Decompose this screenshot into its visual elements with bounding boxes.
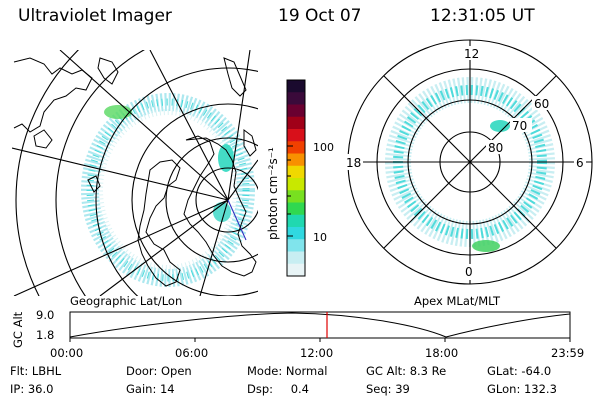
timeline-xtick-4: 23:59 [551, 346, 584, 360]
status-glon: GLon: 132.3 [487, 382, 557, 396]
status-flt: Flt: LBHL [10, 364, 62, 378]
left-panel-caption: Geographic Lat/Lon [70, 294, 183, 308]
coastlines [13, 57, 257, 287]
colorbar-swatch [287, 214, 305, 228]
latitude-circles [15, 50, 258, 296]
mlt-spokes [348, 40, 592, 284]
mlt-label-18: 18 [346, 156, 361, 170]
colorbar-swatch [287, 80, 305, 93]
magnetic-polar-plot: 12 18 6 0 60 70 80 [343, 39, 593, 285]
colorbar-swatch [287, 141, 305, 154]
colorbar-gradient [287, 80, 305, 277]
colorbar-swatch [287, 263, 305, 277]
colorbar-swatch [287, 202, 305, 216]
status-glat: GLat: -64.0 [487, 364, 552, 378]
colorbar-swatch [287, 239, 305, 252]
timeline-ytick-min: 1.8 [36, 328, 54, 342]
colorbar-swatch [287, 178, 305, 191]
observation-date: 19 Oct 07 [278, 6, 362, 26]
colorbar-swatch [287, 251, 305, 265]
status-mode: Mode: Normal [247, 364, 328, 378]
timeline-ytick-max: 9.0 [36, 308, 54, 322]
status-ip: IP: 36.0 [10, 382, 54, 396]
mlt-label-12: 12 [464, 47, 479, 61]
status-door: Door: Open [126, 364, 192, 378]
colorbar-unit-label: photon cm⁻²s⁻¹ [266, 147, 280, 240]
observation-time: 12:31:05 UT [430, 6, 535, 26]
timeline-xtick-0: 00:00 [50, 346, 83, 360]
colorbar-swatch [287, 153, 305, 167]
colorbar-swatch [287, 227, 305, 240]
colorbar: 100 10 photon cm⁻²s⁻¹ [266, 79, 334, 277]
status-seq: Seq: 39 [366, 382, 410, 396]
timeline-xtick-1: 06:00 [175, 346, 208, 360]
colorbar-swatch [287, 129, 305, 142]
timeline-xtick-3: 18:00 [425, 346, 458, 360]
mlat-label-70: 70 [512, 119, 527, 133]
mlat-label-80: 80 [488, 141, 503, 155]
timeline-axis-label: GC Alt [11, 311, 25, 348]
right-panel-caption: Apex MLat/MLT [414, 294, 501, 308]
status-gc-alt: GC Alt: 8.3 Re [366, 364, 447, 378]
colorbar-swatch [287, 92, 305, 105]
colorbar-swatch [287, 104, 305, 118]
colorbar-tick-10: 10 [313, 231, 327, 244]
orbit-timeline: GC Alt 9.0 1.8 00:00 06:00 12:00 18:00 2… [11, 308, 584, 360]
status-dsp: Dsp: 0.4 [247, 382, 309, 396]
colorbar-swatch [287, 165, 305, 179]
mlat-label-60: 60 [534, 97, 549, 111]
colorbar-swatch [287, 116, 305, 130]
instrument-title: Ultraviolet Imager [18, 6, 172, 26]
colorbar-swatch [287, 190, 305, 203]
mlt-label-0: 0 [465, 265, 473, 279]
colorbar-tick-100: 100 [313, 141, 334, 154]
geographic-map [12, 50, 258, 296]
timeline-xtick-2: 12:00 [300, 346, 333, 360]
status-gain: Gain: 14 [126, 382, 175, 396]
mlt-label-6: 6 [576, 156, 584, 170]
